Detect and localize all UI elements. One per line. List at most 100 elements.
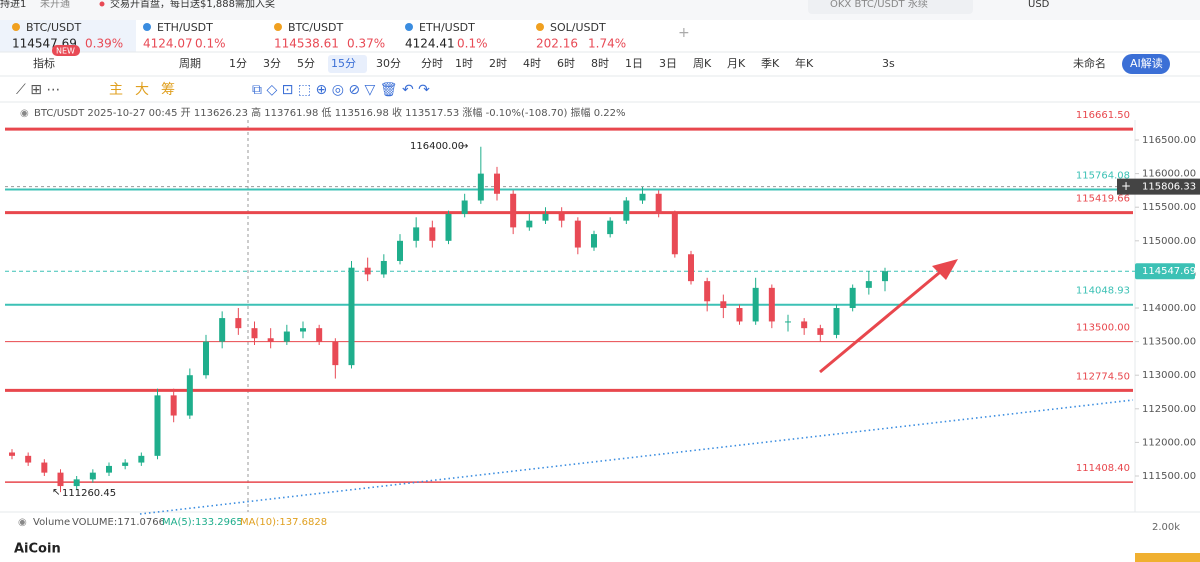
tool-icon[interactable]: ⟋ ⊞ ⋯ <box>16 82 60 98</box>
tab-price: 4124.41 <box>405 37 455 51</box>
interval[interactable]: 季K <box>761 57 780 70</box>
candle-body <box>57 472 64 487</box>
tab-change: 0.1% <box>195 37 226 51</box>
y-tick-label: 112500.00 <box>1142 404 1196 415</box>
interval[interactable]: 6时 <box>557 57 575 70</box>
interval[interactable]: 周K <box>693 57 712 70</box>
low-annotation: 111260.45 <box>62 488 116 499</box>
tool[interactable]: 大 <box>135 82 149 98</box>
interval[interactable]: 3分 <box>263 57 281 70</box>
tab-change: 0.1% <box>457 37 488 51</box>
y-tick-label: 115000.00 <box>1142 236 1196 247</box>
candle-body <box>380 260 387 275</box>
tab-symbol[interactable]: SOL/USDT <box>550 21 606 34</box>
interval[interactable]: 月K <box>727 57 746 70</box>
candle-body <box>348 267 355 366</box>
interval[interactable]: 8时 <box>591 57 609 70</box>
tab-symbol[interactable]: BTC/USDT <box>26 21 82 34</box>
level-label: 112774.50 <box>1076 371 1130 382</box>
trend-line <box>139 399 1134 515</box>
candle-body <box>817 328 824 335</box>
interval[interactable]: 分时 <box>421 57 443 70</box>
candle-body <box>219 318 226 342</box>
candle-body <box>639 193 646 201</box>
interval[interactable]: 15分 <box>331 57 356 70</box>
volume-axis: 2.00k <box>1152 522 1180 533</box>
tabs-bar <box>0 20 1200 52</box>
interval-active <box>328 55 367 73</box>
tab-change: 1.74% <box>588 37 626 51</box>
candle-body <box>785 321 791 323</box>
candle-body <box>300 328 306 332</box>
volume-label: Volume <box>33 517 70 528</box>
candle-body <box>542 213 549 221</box>
arrow-small: → <box>460 141 468 152</box>
candle-body <box>283 331 290 342</box>
crosshair-plus: + <box>1121 179 1131 193</box>
y-tick-label: 115500.00 <box>1142 202 1196 213</box>
ai-button[interactable] <box>1122 54 1170 74</box>
interval[interactable]: 1分 <box>229 57 247 70</box>
y-tick-label: 111500.00 <box>1142 471 1196 482</box>
crosshair-label: 115806.33 <box>1142 182 1196 193</box>
level-label: 114048.93 <box>1076 286 1130 297</box>
tab-symbol[interactable]: ETH/USDT <box>419 21 475 34</box>
tab-icon <box>143 23 151 31</box>
candle-body <box>397 240 403 261</box>
interval[interactable]: 4时 <box>523 57 541 70</box>
candle-body <box>122 462 129 466</box>
eye[interactable]: ◉ <box>18 517 27 528</box>
candle-body <box>591 234 597 248</box>
candle-body <box>267 338 274 342</box>
tool-icons[interactable]: ⧉ ◇ ⊡ ⬚ ⊕ ◎ ⊘ ▽ 🗑 ↶ ↷ <box>252 82 430 98</box>
tab-symbol[interactable]: BTC/USDT <box>288 21 344 34</box>
arrow-small: ↖ <box>52 487 60 498</box>
status[interactable]: 未开通 <box>40 0 70 10</box>
level-label: 115764.08 <box>1076 170 1130 181</box>
tool[interactable]: 筹 <box>161 81 175 98</box>
volume-ma10: MA(10):137.6828 <box>240 517 327 528</box>
search-box[interactable] <box>808 0 973 14</box>
top-left: 持进1 <box>0 0 26 10</box>
tab-price: 202.16 <box>536 37 578 51</box>
indicator[interactable]: 指标 <box>33 56 55 70</box>
candle-body <box>768 287 775 322</box>
toolbar: 指标 周期 1分 3分 5分 15分 30分 分时 1时 2时 4时 6时 8时 1日 3日 周K 月K 季K 年K… <box>33 54 1170 98</box>
y-tick-label: 114000.00 <box>1142 303 1196 314</box>
candle-body <box>623 200 630 221</box>
tab-change: 0.39% <box>85 37 123 51</box>
tab-icon <box>536 23 544 31</box>
candle-body <box>849 287 856 309</box>
interval[interactable]: 2时 <box>489 57 507 70</box>
y-tick-label: 113500.00 <box>1142 337 1196 348</box>
interval[interactable]: 5分 <box>297 57 315 70</box>
interval[interactable]: 1时 <box>455 57 473 70</box>
currency[interactable]: USD <box>1028 0 1050 10</box>
interval[interactable]: 3日 <box>659 57 677 70</box>
add-tab[interactable]: + <box>678 25 690 41</box>
layout-name[interactable]: 未命名 <box>1073 56 1106 70</box>
interval[interactable]: 年K <box>795 56 814 70</box>
candle-body <box>477 173 484 201</box>
candle-body <box>186 375 193 416</box>
candle-body <box>882 271 888 282</box>
candle-body <box>170 395 177 416</box>
candle-body <box>461 200 468 214</box>
level-label: 116661.50 <box>1076 110 1130 121</box>
candle-body <box>429 227 436 241</box>
tab-price: 4124.07 <box>143 37 193 51</box>
refresh[interactable]: 3s <box>882 57 895 70</box>
tab-icon <box>405 23 413 31</box>
candle-body <box>671 213 678 255</box>
eye[interactable]: ◉ <box>20 108 29 119</box>
interval[interactable]: 30分 <box>376 57 401 70</box>
notice[interactable]: 交易开首盘，每日送$1,888需加入奖 <box>110 0 275 10</box>
candle-body <box>316 328 323 342</box>
interval[interactable]: 1日 <box>625 57 643 70</box>
dot <box>99 1 105 7</box>
tool[interactable]: 主 <box>109 82 123 98</box>
period[interactable]: 周期 <box>179 57 201 70</box>
candle-body <box>25 455 32 463</box>
tab-symbol[interactable]: ETH/USDT <box>157 21 213 34</box>
